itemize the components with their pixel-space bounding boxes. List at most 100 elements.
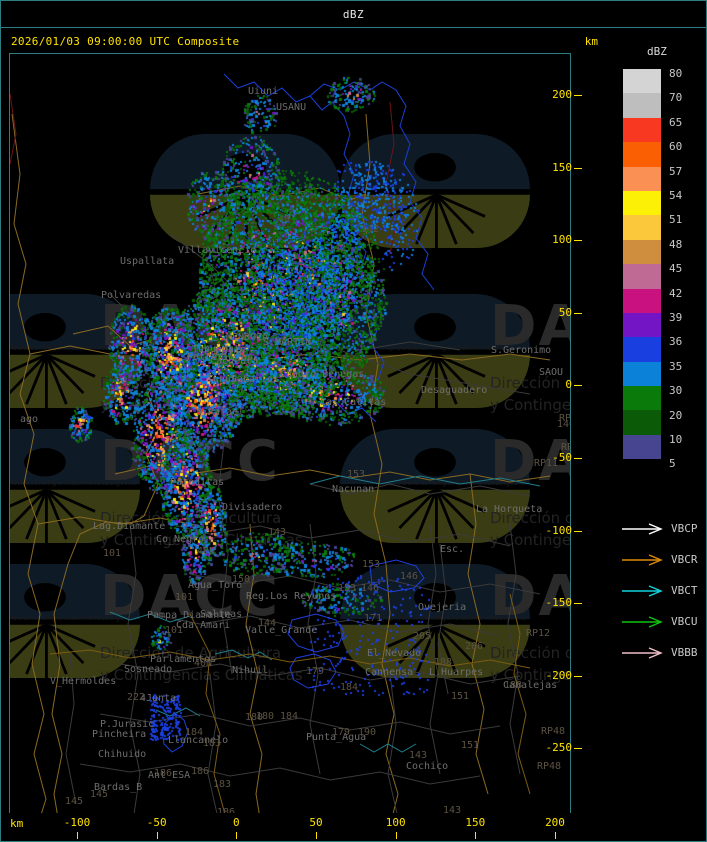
colorbar-swatch[interactable] — [623, 117, 661, 143]
colorbar-swatch[interactable] — [623, 434, 661, 460]
route-label: 40 — [278, 214, 291, 225]
y-axis-tick-label: -200 — [545, 668, 573, 682]
route-label: 180 — [245, 712, 264, 723]
colorbar-tick-label: 20 — [669, 408, 683, 422]
place-label: Pareditas — [170, 477, 225, 488]
route-label: 143 — [268, 527, 287, 538]
route-label: 179 — [306, 666, 325, 677]
colorbar-swatch[interactable] — [623, 166, 661, 191]
x-axis-tick-label: 200 — [545, 816, 565, 829]
colorbar-swatch[interactable] — [623, 93, 661, 118]
route-label: 222 — [127, 692, 146, 703]
y-axis-tick-mark — [574, 530, 582, 532]
route-label: 151 — [461, 740, 480, 751]
place-label: 4Junta — [140, 693, 177, 704]
place-label: V_Hermoldes — [50, 676, 117, 687]
colorbar-title: dBZ — [647, 45, 667, 58]
y-axis-tick-mark — [574, 167, 582, 169]
place-label: Lujan — [215, 347, 246, 358]
route-label: 205 — [413, 631, 432, 642]
colorbar-swatch[interactable] — [623, 312, 661, 338]
y-axis-unit-label: km — [584, 35, 598, 48]
colorbar-swatch[interactable] — [623, 361, 661, 387]
colorbar-swatch[interactable] — [623, 288, 661, 313]
x-axis-tick-mark — [555, 832, 556, 839]
place-label: Bardas_B — [94, 782, 143, 793]
route-label: 146 — [557, 419, 570, 430]
reflectivity-colorbar[interactable] — [623, 69, 661, 460]
route-label: 145 — [65, 796, 84, 807]
place-label: Chihuido — [98, 749, 147, 760]
arrow-icon — [622, 554, 663, 566]
route-label: 183 — [203, 738, 222, 749]
route-label: 186 — [217, 807, 236, 813]
vector-legend-label: VBCR — [671, 553, 698, 566]
route-label: 186 — [154, 768, 173, 779]
route-label: 188 — [434, 657, 453, 668]
route-label: 101 — [103, 548, 122, 559]
colorbar-swatch[interactable] — [623, 190, 661, 216]
place-label: S.MARTIN — [263, 337, 312, 348]
x-axis-tick-label: -50 — [146, 816, 167, 829]
colorbar-swatch[interactable] — [623, 142, 661, 167]
y-axis-tick-label: 0 — [565, 378, 572, 392]
route-label: 188 — [504, 680, 523, 691]
colorbar-swatch[interactable] — [623, 239, 661, 265]
place-label: Villavicencio — [178, 245, 257, 256]
colorbar-tick-label: 54 — [669, 189, 683, 202]
place-label: Cuadro Benegas — [280, 369, 365, 380]
y-axis-tick-label: 150 — [552, 160, 572, 174]
window-title-bar: dBZ — [1, 1, 706, 28]
colorbar-tick-label: 57 — [669, 164, 683, 178]
place-label: P.Jurasic — [100, 719, 155, 730]
place-label: Uspallata — [120, 256, 175, 267]
colorbar-swatch[interactable] — [623, 386, 661, 411]
place-label: SAOU — [539, 367, 564, 378]
x-axis-unit-label: km — [10, 817, 24, 830]
x-axis-tick-mark — [77, 832, 78, 839]
y-axis-tick-mark — [574, 95, 582, 96]
place-label: Pampa_Diamante — [147, 610, 232, 621]
colorbar-swatch[interactable] — [623, 410, 661, 435]
colorbar-tick-label: 48 — [669, 237, 683, 251]
route-label: 144 — [258, 618, 277, 629]
route-label: 179 — [332, 727, 351, 738]
x-axis-tick-mark — [316, 832, 317, 839]
route-label: 171 — [364, 613, 383, 624]
route-label: 183 — [213, 779, 232, 790]
y-axis-tick-label: -100 — [545, 523, 573, 537]
y-axis-tick-mark — [574, 748, 582, 750]
y-axis-tick-mark — [574, 312, 582, 314]
colorbar-swatch[interactable] — [623, 215, 661, 240]
route-label: 142 — [361, 224, 380, 235]
place-label: Cacheuta — [210, 356, 259, 367]
vector-legend-label: VBBB — [671, 646, 698, 659]
place-label: Ovejeria — [418, 602, 467, 613]
place-label: Ant_ESA — [148, 770, 191, 781]
place-label: Tupungato — [192, 344, 247, 355]
route-label: RP3 — [561, 442, 570, 453]
place-label: Valle_Grande — [245, 625, 318, 636]
colorbar-swatch[interactable] — [623, 264, 661, 289]
y-axis-tick-mark — [574, 385, 582, 387]
place-label: Nacunan — [332, 484, 375, 495]
radar-plot-area[interactable]: DACCDirección de Agriculturay Contingenc… — [9, 53, 571, 813]
arrow-icon — [622, 647, 663, 659]
route-label: RP48 — [537, 761, 562, 772]
route-label: 143 — [409, 750, 428, 761]
colorbar-tick-label: 39 — [669, 311, 683, 324]
place-label: Uiuni — [248, 86, 279, 97]
y-axis-tick-label: -150 — [545, 596, 573, 610]
place-label: Salinas — [200, 609, 243, 620]
place-label: La Horqueta — [476, 504, 543, 515]
y-axis-tick-mark — [574, 458, 582, 459]
place-label: Pincheira — [92, 729, 147, 740]
colorbar-tick-label: 70 — [669, 91, 683, 105]
route-label: RP3 — [559, 413, 571, 424]
vector-legend-label: VBCU — [671, 615, 698, 628]
colorbar-swatch[interactable] — [623, 337, 661, 362]
colorbar-swatch[interactable] — [623, 69, 661, 94]
route-label: 145 — [90, 789, 109, 800]
route-label: 143 — [443, 805, 462, 813]
